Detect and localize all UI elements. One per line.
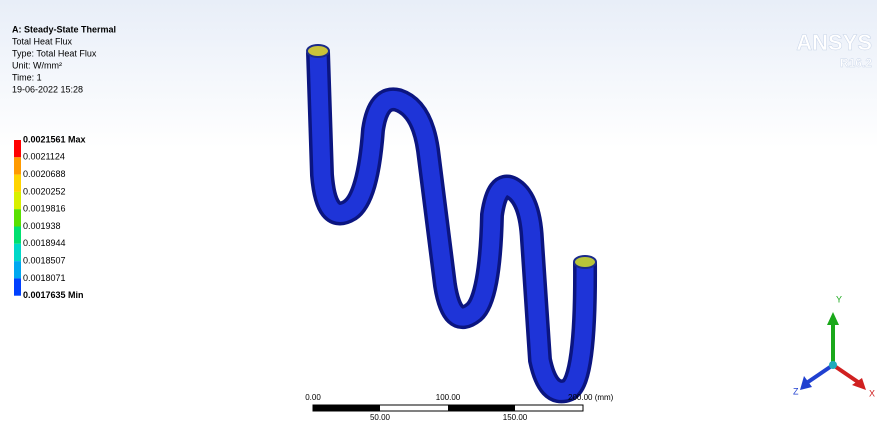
legend-label: 0.0020252 — [23, 186, 66, 196]
legend-label: 0.0021124 — [23, 152, 65, 162]
pipe-end — [307, 45, 329, 57]
scale-label: 50.00 — [370, 413, 391, 422]
legend-label: 0.0021561 Max — [23, 134, 86, 144]
legend-swatch — [14, 261, 21, 278]
legend-label: 0.0020688 — [23, 169, 66, 179]
scale-segment — [313, 405, 380, 411]
triad-origin — [829, 361, 837, 369]
header-line: Time: 1 — [12, 72, 42, 82]
legend-swatch — [14, 192, 21, 209]
legend-swatch — [14, 140, 21, 157]
pipe-end — [574, 256, 596, 268]
scale-bar — [313, 405, 583, 411]
legend-swatch — [14, 209, 21, 226]
axis-label: Z — [793, 386, 799, 396]
header-line: Total Heat Flux — [12, 36, 73, 46]
legend-swatch — [14, 244, 21, 261]
brand-logo: ANSYS — [796, 30, 872, 55]
header-line: Unit: W/mm² — [12, 60, 62, 70]
legend-label: 0.0019816 — [23, 204, 66, 214]
legend-label: 0.0018944 — [23, 238, 66, 248]
legend-swatch — [14, 278, 21, 295]
legend-label: 0.0018071 — [23, 273, 66, 283]
scale-label: 200.00 (mm) — [568, 393, 614, 402]
axis-label: X — [869, 388, 875, 398]
scale-segment — [448, 405, 515, 411]
legend-swatch — [14, 157, 21, 174]
legend-label: 0.0017635 Min — [23, 290, 84, 300]
page: A: Steady-State Thermal Total Heat Flux Ty… — [0, 0, 877, 423]
scale-label: 150.00 — [503, 413, 528, 422]
legend-swatch — [14, 175, 21, 192]
legend-label: 0.001938 — [23, 221, 61, 231]
scale-label: 0.00 — [305, 393, 321, 402]
header-line: Type: Total Heat Flux — [12, 48, 97, 58]
viewport: A: Steady-State Thermal Total Heat Flux Ty… — [0, 0, 877, 423]
header-title: A: Steady-State Thermal — [12, 24, 116, 34]
axis-label: Y — [836, 294, 842, 304]
version: R16.2 — [840, 56, 872, 70]
legend-label: 0.0018507 — [23, 255, 66, 265]
scale-label: 100.00 — [436, 393, 461, 402]
header-line: 19-06-2022 15:28 — [12, 84, 83, 94]
legend-swatch — [14, 227, 21, 244]
